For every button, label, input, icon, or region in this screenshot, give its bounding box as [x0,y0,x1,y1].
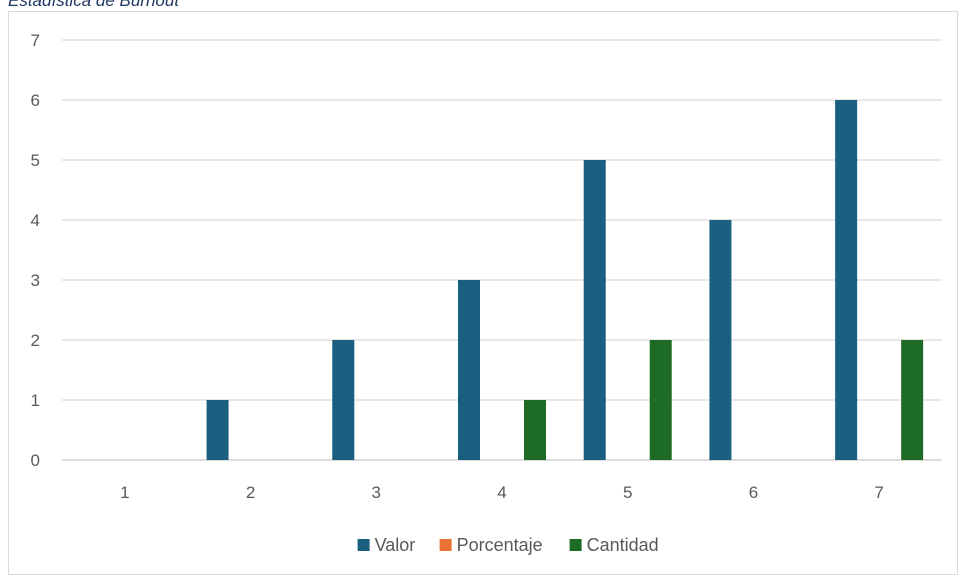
x-tick-label: 7 [874,483,883,502]
x-tick-label: 3 [372,483,381,502]
x-tick-label: 2 [246,483,255,502]
y-axis-labels: 0 1 2 3 4 5 6 7 [31,31,40,470]
legend-label-valor: Valor [375,535,416,555]
legend-label-porcentaje: Porcentaje [457,535,543,555]
bar-cantidad-7 [901,340,924,460]
x-tick-label: 5 [623,483,632,502]
legend-swatch-cantidad [569,539,582,551]
legend-label-cantidad: Cantidad [587,535,659,555]
y-tick-label: 6 [31,91,40,110]
y-tick-label: 1 [31,391,40,410]
bar-valor-7 [835,100,858,460]
bar-cantidad-5 [649,340,672,460]
bars [206,100,924,460]
x-tick-label: 4 [497,483,506,502]
chart-caption: Estadística de Burnout [8,0,180,10]
bar-valor-4 [458,280,480,460]
bar-cantidad-4 [524,400,546,460]
gridlines [62,39,942,461]
y-tick-label: 3 [31,271,40,290]
bar-valor-6 [709,220,732,460]
chart-area [8,11,958,575]
bar-valor-2 [206,400,229,460]
x-tick-label: 1 [120,483,129,502]
legend-swatch-porcentaje [439,539,452,551]
y-tick-label: 0 [31,451,40,470]
legend-swatch-valor [357,539,370,551]
bar-valor-3 [332,340,355,460]
y-tick-label: 2 [31,331,40,350]
y-tick-label: 5 [31,151,40,170]
y-tick-label: 7 [31,31,40,50]
x-tick-label: 6 [749,483,758,502]
x-axis-labels: 1 2 3 4 5 6 7 [120,483,884,502]
y-tick-label: 4 [31,211,40,230]
bar-valor-5 [583,160,606,460]
legend: Valor Porcentaje Cantidad [357,535,659,555]
